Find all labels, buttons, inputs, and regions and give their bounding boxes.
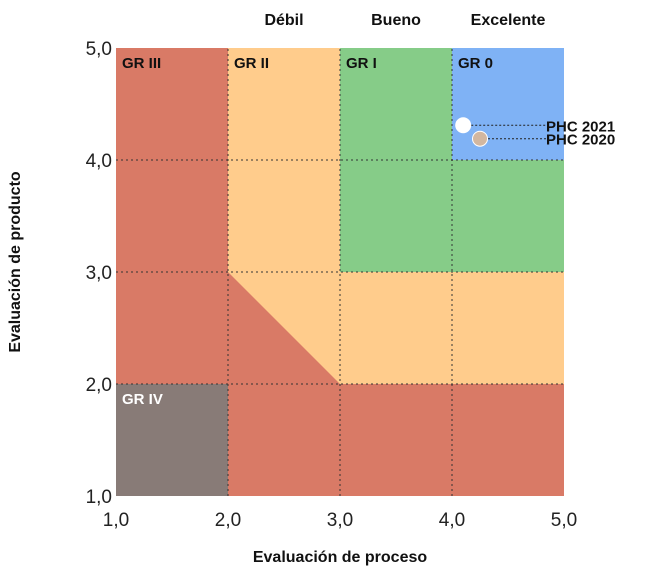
- y-tick-label: 3,0: [86, 263, 112, 284]
- zone-label: GR II: [234, 55, 269, 72]
- x-tick-label: 2,0: [215, 510, 241, 531]
- data-point: [472, 130, 488, 147]
- zone-label: GR 0: [458, 55, 493, 72]
- column-header: Débil: [264, 12, 303, 29]
- column-headers: Débil Bueno Excelente: [264, 12, 545, 29]
- zone-labels: GR III GR II GR I GR 0 GR IV: [122, 55, 493, 408]
- x-tick-label: 5,0: [551, 510, 577, 531]
- y-tick-label: 1,0: [86, 487, 112, 508]
- y-axis-title: Evaluación de producto: [7, 171, 24, 353]
- y-tick-label: 2,0: [86, 375, 112, 396]
- x-tick-label: 4,0: [439, 510, 465, 531]
- data-point: [455, 117, 472, 134]
- y-tick-label: 5,0: [86, 39, 112, 60]
- zone-label: GR I: [346, 55, 377, 72]
- ticks-layer: 1,0 2,0 3,0 4,0 5,0 1,0 2,0 3,0 4,0 5,0: [86, 39, 578, 531]
- column-header: Excelente: [471, 12, 546, 29]
- zone-label: GR III: [122, 55, 161, 72]
- zone-gr-ii: [228, 48, 564, 384]
- x-tick-label: 3,0: [327, 510, 353, 531]
- y-tick-label: 4,0: [86, 151, 112, 172]
- x-axis-title: Evaluación de proceso: [253, 549, 428, 566]
- column-header: Bueno: [371, 12, 421, 29]
- zone-label: GR IV: [122, 391, 163, 408]
- point-label: PHC 2020: [546, 132, 615, 149]
- zone-gr-iv: [116, 384, 228, 496]
- x-tick-label: 1,0: [103, 510, 129, 531]
- point-label: PHC 2021: [546, 118, 615, 135]
